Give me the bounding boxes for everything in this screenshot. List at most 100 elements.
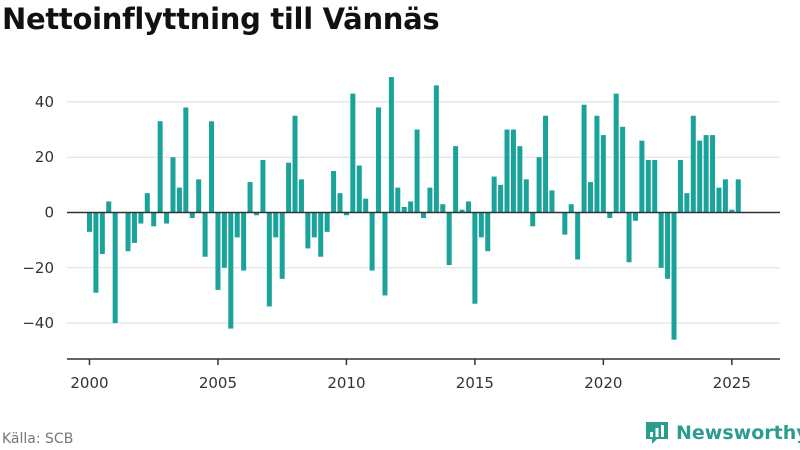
bar [716,187,722,213]
bar [658,212,664,268]
bar [215,212,221,290]
bar [600,135,606,213]
bar [735,179,741,213]
bar [645,159,651,213]
bar [388,77,394,213]
bar [536,157,542,213]
bar [478,212,484,238]
bar [286,162,292,213]
bar [517,146,523,213]
bar [453,146,459,213]
bar [292,115,298,213]
bar [266,212,272,307]
bar [209,121,215,213]
bar [401,206,407,213]
y-tick-label: −20 [22,259,54,277]
x-tick-label: 2000 [70,374,108,392]
bar [337,193,343,213]
bar [311,212,317,238]
x-tick-label: 2020 [584,374,622,392]
bar [395,187,401,213]
bar [183,107,189,213]
bar [228,212,234,329]
bar [684,193,690,213]
bar [241,212,247,271]
bar [305,212,311,249]
bar [221,212,227,268]
x-tick-label: 2005 [199,374,237,392]
bar [523,179,529,213]
bars [86,77,741,340]
bar [626,212,632,263]
bar [697,140,703,213]
bar [131,212,137,243]
bar [690,115,696,213]
bar-chart: −40 −20 0 20 40 2000 2005 2010 2015 2020 2025 [22,77,780,392]
bar [485,212,491,252]
y-tick-label: 0 [44,204,54,222]
bar [273,212,279,238]
bar [581,104,587,213]
bar [298,179,304,213]
bar [279,212,285,279]
bar [703,135,709,213]
bar [99,212,105,254]
bar [376,107,382,213]
bar [465,201,471,213]
bar [639,140,645,213]
bar [414,129,420,213]
bar [253,212,259,216]
bar [652,159,658,213]
bar [722,179,728,213]
bar [665,212,671,279]
bar [106,201,112,213]
bar [324,212,330,232]
bar [543,115,549,213]
bar [568,204,574,213]
bar [498,184,504,213]
y-tick-label: 40 [35,93,54,111]
bar [433,85,439,213]
bar [331,171,337,213]
bar [350,93,356,213]
bar [613,93,619,213]
bar [677,159,683,213]
bar [176,187,182,213]
bar [671,212,677,340]
newsworthy-brand[interactable]: Newsworthy [644,420,800,446]
bar [632,212,638,221]
axes: −40 −20 0 20 40 2000 2005 2010 2015 2020 2025 [22,93,780,392]
bar [510,129,516,213]
bar [562,212,568,235]
source-note: Källa: SCB [2,431,74,447]
bar [369,212,375,271]
bar [196,179,202,213]
bar [93,212,99,293]
bar [710,135,716,213]
bar [363,198,369,213]
bar [170,157,176,213]
bar [144,193,150,213]
bar [164,212,170,224]
bar [318,212,324,257]
bar [112,212,118,324]
bar [408,201,414,213]
x-tick-label: 2010 [327,374,365,392]
bar [202,212,208,257]
bar [138,212,144,224]
bar [504,129,510,213]
bar [446,212,452,266]
newsworthy-logo-icon [646,422,668,444]
bar [343,212,349,216]
x-tick-label: 2015 [456,374,494,392]
bar [247,182,253,213]
bar [607,212,613,219]
bar [729,209,735,213]
bar [530,212,536,227]
y-tick-label: 20 [35,148,54,166]
brand-name: Newsworthy [676,422,800,444]
bar [491,176,497,213]
chart-title: Nettoinflyttning till Vännäs [2,2,440,36]
bar [151,212,157,227]
bar [472,212,478,304]
